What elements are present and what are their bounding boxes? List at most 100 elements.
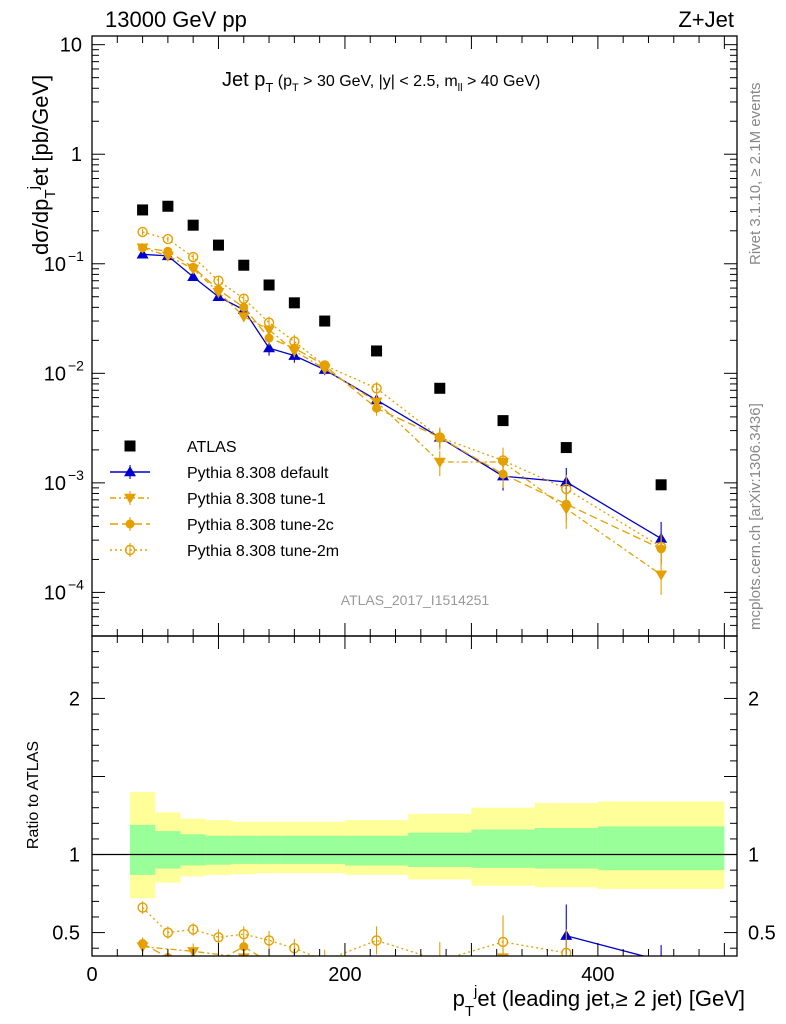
data-point bbox=[655, 570, 668, 581]
data-point bbox=[434, 432, 445, 443]
ratio-band-inner bbox=[344, 835, 409, 866]
data-point bbox=[263, 342, 276, 353]
ratio-series bbox=[136, 901, 662, 984]
x-tick-label: 0 bbox=[86, 964, 97, 986]
series-pythia-8-308-tune-2m bbox=[137, 226, 667, 565]
data-point bbox=[371, 383, 382, 394]
data-point bbox=[288, 297, 300, 309]
ratio-line bbox=[142, 942, 261, 956]
ratio-point bbox=[239, 942, 249, 952]
ratio-y-tick-label-right: 0.5 bbox=[748, 923, 776, 945]
data-point bbox=[289, 336, 300, 347]
legend-label: Pythia 8.308 default bbox=[187, 465, 329, 482]
ratio-y-tick-label: 0.5 bbox=[52, 923, 80, 945]
data-point bbox=[213, 285, 223, 295]
ratio-band-inner bbox=[471, 829, 535, 868]
y-tick-exponent: −3 bbox=[68, 467, 84, 483]
legend-label: Pythia 8.308 tune-2c bbox=[187, 517, 334, 534]
data-point bbox=[137, 204, 149, 216]
data-point bbox=[264, 333, 274, 343]
ratio-pythia-8-308-tune-2m bbox=[137, 901, 572, 956]
legend-marker bbox=[124, 493, 136, 504]
y-tick-exponent: −1 bbox=[68, 248, 84, 264]
ratio-point bbox=[437, 955, 443, 956]
y-tick-label: 10 bbox=[44, 254, 66, 276]
data-point bbox=[188, 262, 198, 272]
legend-marker bbox=[124, 544, 136, 556]
ratio-point bbox=[138, 939, 148, 949]
legend-entry-pythia-8-308-default: Pythia 8.308 default bbox=[110, 465, 329, 482]
main-y-label: dσ/dpTjet [pb/GeV] bbox=[25, 75, 59, 255]
ratio-point bbox=[434, 974, 446, 984]
ratio-pythia-8-308-tune-2c bbox=[138, 937, 274, 967]
data-point bbox=[497, 455, 509, 466]
y-tick-label: 1 bbox=[71, 144, 82, 166]
ratio-band-inner bbox=[307, 835, 345, 864]
legend-entry-pythia-8-308-tune-2c: Pythia 8.308 tune-2c bbox=[110, 517, 334, 534]
data-point bbox=[137, 226, 148, 238]
ratio-point bbox=[162, 927, 174, 938]
ratio-band-inner bbox=[231, 835, 257, 864]
ratio-point bbox=[265, 958, 274, 967]
y-tick-exponent: −2 bbox=[68, 357, 84, 373]
ratio-band-inner bbox=[155, 831, 181, 869]
data-point bbox=[187, 219, 199, 231]
rivet-label: Rivet 3.1.10, ≥ 2.1M events bbox=[747, 83, 764, 266]
legend-label: Pythia 8.308 tune-2m bbox=[187, 543, 339, 560]
data-point bbox=[187, 251, 199, 263]
data-point bbox=[162, 200, 174, 212]
ratio-bands bbox=[92, 792, 737, 899]
data-point bbox=[655, 479, 667, 491]
data-point bbox=[372, 403, 382, 413]
legend-label: Pythia 8.308 tune-1 bbox=[187, 491, 326, 508]
data-point bbox=[212, 239, 224, 251]
data-point bbox=[138, 243, 148, 253]
ratio-point bbox=[214, 956, 223, 965]
legend-label: ATLAS bbox=[187, 439, 237, 456]
data-point bbox=[263, 317, 275, 328]
ratio-band-inner bbox=[597, 826, 725, 871]
data-point bbox=[213, 275, 224, 286]
ratio-band-inner bbox=[180, 834, 206, 866]
ratio-band-inner bbox=[281, 835, 307, 864]
ratio-band-inner bbox=[205, 835, 232, 865]
ratio-point bbox=[187, 924, 199, 935]
y-tick-label: 10 bbox=[44, 473, 66, 495]
analysis-id: ATLAS_2017_I1514251 bbox=[341, 592, 490, 608]
data-point bbox=[238, 259, 250, 271]
legend: ATLAS Pythia 8.308 default Pythia 8.308 tu… bbox=[110, 439, 339, 560]
legend-entry-pythia-8-308-tune-1: Pythia 8.308 tune-1 bbox=[110, 491, 326, 508]
mcplots-label: mcplots.cern.ch [arXiv:1306.3436] bbox=[747, 403, 764, 630]
ratio-y-tick-label-right: 2 bbox=[748, 688, 759, 710]
x-tick-label: 400 bbox=[581, 964, 614, 986]
ratio-band-inner bbox=[408, 832, 472, 868]
ratio-point bbox=[560, 963, 572, 973]
ratio-y-tick-label: 1 bbox=[69, 845, 80, 867]
data-point bbox=[238, 293, 249, 304]
legend-entry-atlas: ATLAS bbox=[124, 439, 237, 456]
legend-entry-pythia-8-308-tune-2m: Pythia 8.308 tune-2m bbox=[110, 543, 339, 560]
ratio-line bbox=[566, 935, 646, 956]
ratio-band-inner bbox=[129, 824, 156, 875]
ratio-band-inner bbox=[534, 828, 598, 869]
data-point bbox=[655, 541, 667, 553]
data-point bbox=[319, 315, 331, 327]
header-left: 13000 GeV pp bbox=[105, 7, 247, 32]
data-point bbox=[163, 246, 173, 256]
y-tick-label: 10 bbox=[44, 363, 66, 385]
ratio-point bbox=[561, 947, 572, 956]
y-tick-label: 10 bbox=[60, 35, 82, 57]
data-point bbox=[497, 415, 509, 427]
data-point bbox=[434, 382, 446, 394]
data-point bbox=[187, 270, 200, 282]
data-point bbox=[560, 442, 572, 454]
ratio-y-tick-label: 2 bbox=[69, 688, 80, 710]
data-point bbox=[162, 233, 174, 245]
y-tick-label: 10 bbox=[44, 582, 66, 604]
ratio-band-inner bbox=[256, 835, 282, 864]
x-tick-label: 200 bbox=[328, 964, 361, 986]
ratio-frame bbox=[91, 635, 738, 957]
legend-marker bbox=[124, 466, 136, 477]
